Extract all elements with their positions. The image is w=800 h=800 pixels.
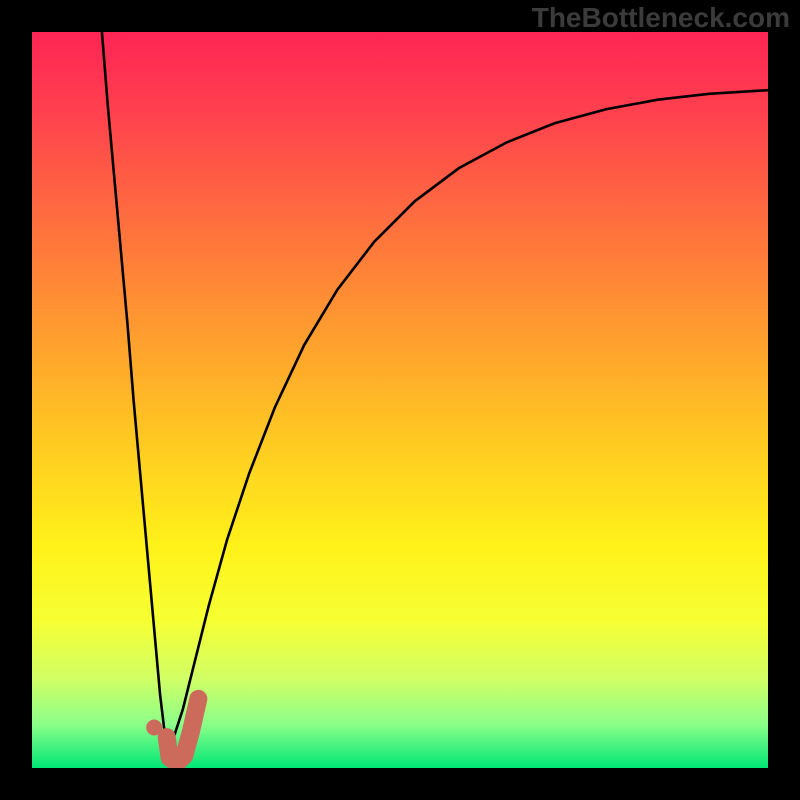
watermark-text: TheBottleneck.com: [532, 2, 790, 34]
sweet-spot-dot: [146, 720, 162, 736]
stage: TheBottleneck.com: [0, 0, 800, 800]
heatmap-background: [32, 32, 768, 768]
bottleneck-chart: [32, 32, 768, 768]
